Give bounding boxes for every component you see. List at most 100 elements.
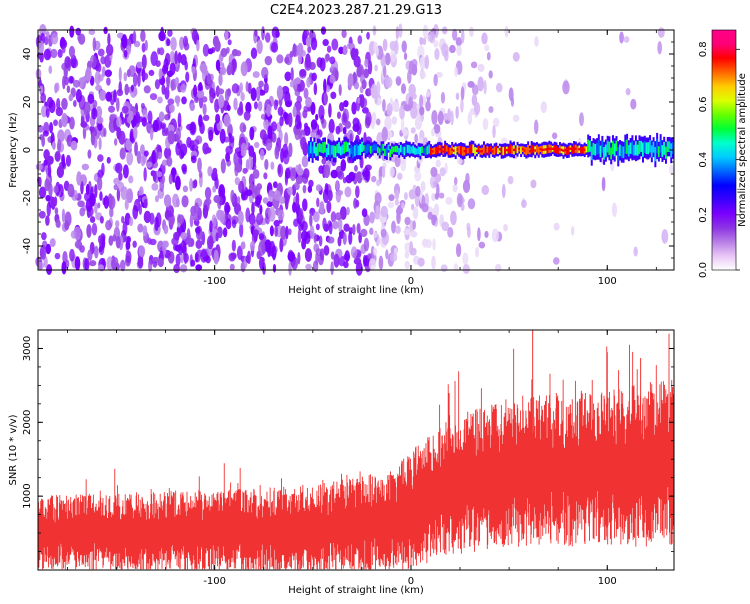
spectrogram-noise-cell <box>215 232 219 242</box>
spectrogram-noise-cell <box>72 79 81 88</box>
spectrogram-noise-cell <box>426 90 431 98</box>
spectrogram-band-core <box>610 147 613 160</box>
spectrogram-band-core <box>348 148 351 157</box>
spectrogram-band-core <box>497 148 500 155</box>
spectrogram-noise-cell <box>287 251 296 262</box>
spectrogram-noise-cell <box>172 193 180 208</box>
snr-x-tick-label: -100 <box>203 576 226 587</box>
spectrogram-band-core <box>656 138 659 154</box>
spectrogram-noise-cell <box>430 166 438 178</box>
colorbar-label: Normalized spectral amplitude <box>737 73 748 227</box>
spectrogram-noise-cell <box>57 48 63 58</box>
spectrogram-noise-cell <box>630 98 637 110</box>
spectrogram-noise-cell <box>163 58 169 73</box>
spectrogram-noise-cell <box>154 79 161 90</box>
spectrogram-noise-cell <box>116 88 124 97</box>
spectrogram-noise-cell <box>224 89 230 102</box>
spectrogram-x-tick-label: -100 <box>203 276 226 287</box>
spectrogram-noise-cell <box>193 179 198 188</box>
spectrogram-noise-cell <box>272 263 277 273</box>
spectrogram-noise-cell <box>46 201 51 217</box>
spectrogram-noise-cell <box>44 35 49 46</box>
spectrogram-noise-cell <box>234 177 241 186</box>
spectrogram-noise-cell <box>109 207 114 218</box>
spectrogram-noise-cell <box>501 184 506 199</box>
spectrogram-noise-cell <box>265 138 273 151</box>
spectrogram-band-core <box>403 146 406 156</box>
spectrogram-noise-cell <box>402 128 409 137</box>
spectrogram-noise-cell <box>202 103 207 116</box>
spectrogram-band-peak <box>518 147 521 151</box>
spectrogram-noise-cell <box>435 159 441 168</box>
spectrogram-noise-cell <box>376 179 381 187</box>
spectrogram-noise-cell <box>189 102 196 112</box>
spectrogram-noise-cell <box>182 35 189 47</box>
spectrogram-noise-cell <box>310 101 316 116</box>
spectrogram-band-core <box>371 145 374 153</box>
spectrogram-noise-cell <box>339 101 345 112</box>
spectrogram-noise-cell <box>275 30 280 38</box>
spectrogram-noise-cell <box>136 150 142 164</box>
spectrogram-noise-cell <box>197 157 202 173</box>
colorbar: 0.0 0.2 0.4 0.6 0.8 Normalized spectral ampl… <box>698 29 748 278</box>
spectrogram-noise-cell <box>530 179 537 189</box>
spectrogram-noise-cell <box>391 220 397 234</box>
spectrogram-noise-cell <box>342 44 348 55</box>
spectrogram-noise-cell <box>199 121 205 135</box>
spectrogram-noise-cell <box>218 94 225 109</box>
spectrogram-noise-cell <box>492 117 500 128</box>
spectrogram-noise-cell <box>180 83 187 93</box>
spectrogram-noise-cell <box>469 26 474 37</box>
spectrogram-noise-cell <box>261 66 269 79</box>
spectrogram-noise-cell <box>307 45 312 54</box>
spectrogram-noise-cell <box>171 237 179 246</box>
spectrogram-noise-cell <box>298 208 304 222</box>
spectrogram-noise-cell <box>365 111 372 127</box>
spectrogram-noise-cell <box>37 262 45 270</box>
spectrogram-noise-cell <box>113 89 117 103</box>
spectrogram-noise-cell <box>255 195 262 206</box>
spectrogram-noise-cell <box>218 184 226 199</box>
spectrogram-noise-cell <box>160 122 167 129</box>
spectrogram-band-core <box>608 141 611 155</box>
spectrogram-noise-cell <box>94 70 101 86</box>
spectrogram-noise-cell <box>220 210 225 224</box>
spectrogram-noise-cell <box>335 125 341 135</box>
spectrogram-noise-cell <box>330 91 337 100</box>
spectrogram-band-core <box>594 143 597 156</box>
spectrogram-noise-cell <box>103 195 109 209</box>
spectrogram-noise-cell <box>452 28 458 41</box>
spectrogram-noise-cell <box>197 89 205 99</box>
spectrogram-noise-cell <box>492 125 496 139</box>
spectrogram-noise-cell <box>270 161 275 170</box>
spectrogram-noise-cell <box>552 132 558 140</box>
spectrogram-noise-cell <box>310 119 318 130</box>
spectrogram-noise-cell <box>422 24 429 39</box>
spectrogram-noise-cell <box>234 147 243 154</box>
spectrogram-band-core <box>474 147 477 156</box>
spectrogram-noise-cell <box>194 202 200 215</box>
spectrogram-noise-cell <box>50 196 56 210</box>
spectrogram-band-peak <box>583 148 586 152</box>
spectrogram-noise-cell <box>75 88 83 103</box>
spectrogram-noise-cell <box>484 230 489 238</box>
spectrogram-noise-cell <box>132 30 137 44</box>
spectrogram-noise-cell <box>79 207 86 217</box>
spectrogram-noise-cell <box>521 199 527 208</box>
spectrogram-band-core <box>587 139 590 153</box>
spectrogram-noise-cell <box>48 99 56 114</box>
spectrogram-noise-cell <box>218 73 223 86</box>
spectrogram-band-core <box>368 144 371 152</box>
spectrogram-noise-cell <box>389 40 398 51</box>
spectrogram-noise-cell <box>266 200 274 208</box>
spectrogram-noise-cell <box>43 149 50 160</box>
spectrogram-y-tick-label: 20 <box>22 96 33 109</box>
spectrogram-noise-cell <box>235 50 242 57</box>
spectrogram-noise-cell <box>142 225 148 237</box>
spectrogram-noise-cell <box>287 228 292 236</box>
spectrogram-noise-cell <box>154 195 159 203</box>
spectrogram-noise-cell <box>132 240 137 248</box>
spectrogram-noise-cell <box>456 193 463 208</box>
spectrogram-noise-cell <box>385 76 393 88</box>
spectrogram-noise-cell <box>322 38 329 47</box>
